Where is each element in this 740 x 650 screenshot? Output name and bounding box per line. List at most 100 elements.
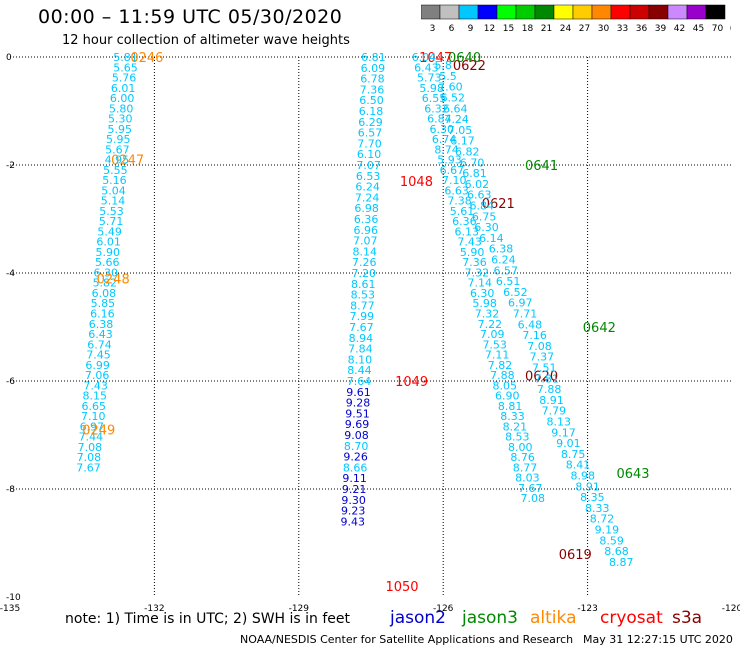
wave-height-value: 8.66 [343,461,368,474]
legend-jason2: jason2 [390,608,446,628]
wave-height-value: 5.81 [113,51,138,64]
pass-time-label: 0643 [616,467,649,482]
wave-height-value: 6.74 [87,338,112,351]
pass-time-label: 1048 [400,175,433,190]
pass-time-label: 0640 [448,51,481,66]
wave-height-value: 6.36 [452,215,477,228]
wave-height-value: 9.23 [341,505,366,518]
color-scale-label: (ft) [730,24,731,34]
wave-height-value: 7.51 [532,362,557,375]
wave-height-value: 6.53 [356,170,381,183]
wave-height-value: 5.98 [419,82,444,95]
wave-height-value: 6.10 [357,148,382,161]
color-scale-label: 42 [674,24,685,34]
wave-height-value: 6.17 [450,135,475,148]
wave-height-value: 7.05 [448,124,473,137]
page-title: 00:00 – 11:59 UTC 05/30/2020 [38,6,343,28]
wave-height-value: 9.69 [345,418,370,431]
color-scale-label: 33 [617,24,628,34]
color-swatch [648,4,669,20]
color-swatch [421,4,441,20]
wave-height-value: 5.55 [103,164,128,177]
wave-height-value: 6.24 [491,254,516,267]
wave-height-value: 7.71 [513,308,538,321]
wave-height-value: 6.63 [444,184,469,197]
wave-height-value: 6.04 [412,51,437,64]
wave-height-value: 6.18 [359,105,384,118]
color-swatch [591,4,612,20]
footer-timestamp: May 31 12:27:15 UTC 2020 [583,633,733,646]
wave-height-value: 8.44 [347,364,372,377]
wave-height-value: 6.30 [430,123,455,136]
pass-time-label: 0641 [525,159,558,174]
wave-height-value: 7.07 [356,159,381,172]
wave-height-value: 7.70 [357,137,382,150]
color-swatch [629,4,650,20]
wave-height-value: 8.77 [513,461,538,474]
wave-height-value: 6.00 [110,92,135,105]
color-scale-label: 15 [503,24,514,34]
pass-time-label: 0620 [525,370,558,385]
wave-height-value: 5.73 [417,72,442,85]
wave-height-value: 8.68 [604,545,629,558]
wave-height-value: 5.95 [106,133,131,146]
wave-height-value: 7.81 [534,372,559,385]
wave-height-value: 7.84 [348,343,373,356]
wave-height-value: 5.90 [95,246,120,259]
wave-height-value: 5.49 [97,225,122,238]
wave-height-value: 7.11 [485,349,510,362]
legend-altika: altika [530,608,577,628]
wave-height-value: 9.11 [342,472,367,485]
wave-height-value: 5.90 [460,246,485,259]
color-swatch [534,4,555,20]
wave-height-value: 6.38 [89,318,114,331]
wave-height-value: 6.67 [440,164,465,177]
wave-height-value: 8.35 [580,491,605,504]
x-tick-label: -120 [722,604,740,614]
wave-height-value: 8.75 [561,448,586,461]
color-scale-label: 12 [484,24,495,34]
wave-height-value: 7.36 [462,256,487,269]
wave-height-value: 8.00 [508,441,533,454]
wave-height-value: 9.51 [345,407,370,420]
wave-height-value: 9.61 [346,386,371,399]
wave-height-value: 7.79 [542,405,567,418]
wave-height-value: 6.97 [80,420,105,433]
wave-height-value: 5.30 [108,113,133,126]
color-scale-label: 21 [541,24,552,34]
wave-height-value: 7.16 [522,329,547,342]
color-scale-label: 30 [598,24,610,34]
wave-height-value: 6.78 [360,73,385,86]
wave-height-value: 5.5 [439,70,457,83]
wave-height-value: 6.81 [462,167,487,180]
wave-height-value: 5.65 [113,61,138,74]
wave-height-value: 6.82 [455,146,480,159]
wave-height-value: 7.07 [353,235,378,248]
wave-height-value: 8.70 [344,440,369,453]
wave-height-value: 9.30 [341,494,366,507]
wave-height-value: 9.19 [595,524,620,537]
wave-height-value: 8.61 [351,278,376,291]
wave-height-value: 8.21 [503,420,528,433]
wave-height-value: 6.01 [96,236,121,249]
wave-height-value: 6.57 [494,264,519,277]
color-scale-label: 39 [655,24,667,34]
wave-height-value: 7.32 [465,266,490,279]
wave-height-value: 7.99 [350,310,375,323]
wave-height-value: 6.52 [441,92,466,105]
wave-height-value: 6.14 [479,232,504,245]
y-tick-label: -2 [6,161,15,171]
pass-time-label: 0642 [583,321,616,336]
color-swatch [439,4,460,20]
wave-height-value: 5.67 [105,143,130,156]
wave-height-value: 5.82 [93,277,118,290]
wave-height-value: 6.90 [495,390,520,403]
color-swatch [686,4,707,20]
wave-height-value: 9.01 [556,437,581,450]
wave-height-value: 9.26 [343,451,368,464]
wave-height-value: 8.15 [82,390,107,403]
wave-height-value: 8.33 [500,410,525,423]
wave-height-value: 6.99 [85,359,110,372]
wave-height-value: 6.16 [90,308,115,321]
wave-height-value: 6.84 [427,113,452,126]
